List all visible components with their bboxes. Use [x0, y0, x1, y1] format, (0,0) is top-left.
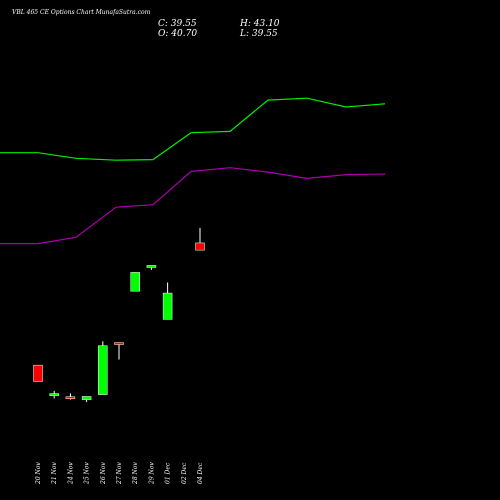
- candle-04-dec: [195, 227, 205, 251]
- candle-body: [162, 292, 173, 320]
- candle-body: [114, 342, 124, 345]
- candle-body: [146, 265, 157, 268]
- low-label: L:: [240, 29, 250, 39]
- open-value: 40.70: [171, 29, 198, 39]
- candle-21-nov: [49, 390, 59, 399]
- candle-26-nov: [98, 341, 108, 395]
- candle-body: [33, 364, 43, 382]
- low-value: 39.55: [251, 29, 278, 39]
- candle-28-nov: [130, 272, 140, 292]
- candle-29-nov: [146, 265, 157, 270]
- close-value: 39.55: [170, 19, 197, 29]
- x-tick-label: 29 Nov: [148, 462, 155, 485]
- open-label: O:: [158, 29, 169, 39]
- candle-body: [81, 396, 92, 400]
- x-tick-label: 28 Nov: [132, 462, 139, 485]
- candle-20-nov: [33, 364, 43, 382]
- low-readout: L: 39.55: [240, 29, 278, 39]
- x-tick-label: 20 Nov: [35, 462, 42, 485]
- x-tick-label: 04 Dec: [197, 462, 204, 484]
- indicator-lines: [0, 97, 386, 245]
- x-tick-label: 24 Nov: [67, 462, 74, 485]
- x-tick-label: 25 Nov: [84, 462, 91, 485]
- x-tick-label: 21 Nov: [51, 462, 58, 485]
- candle-body: [195, 242, 205, 251]
- chart-title: VBL 465 CE Options Chart MunafaSutra.com: [12, 9, 151, 16]
- purple-indicator-line: [0, 167, 386, 245]
- candle-27-nov: [114, 342, 124, 360]
- candle-body: [49, 393, 59, 396]
- x-tick-label: 27 Nov: [116, 462, 123, 485]
- candle-body: [98, 345, 108, 395]
- close-label: C:: [158, 19, 168, 29]
- candles: [33, 227, 205, 403]
- green-indicator-line: [0, 97, 386, 161]
- high-readout: H: 43.10: [240, 19, 280, 29]
- x-tick-label: 02 Dec: [181, 462, 188, 484]
- candle-25-nov: [81, 396, 92, 403]
- candle-body: [65, 396, 76, 399]
- x-tick-label: 26 Nov: [100, 462, 107, 485]
- candle-body: [130, 272, 140, 292]
- close-readout: C: 39.55: [158, 19, 197, 29]
- high-value: 43.10: [253, 19, 280, 29]
- x-tick-label: 01 Dec: [165, 462, 172, 484]
- candle-01-dec: [162, 282, 173, 320]
- high-label: H:: [240, 19, 251, 29]
- open-readout: O: 40.70: [158, 29, 197, 39]
- x-axis: 20 Nov 21 Nov 24 Nov 25 Nov 26 Nov 27 Nov 28 N…: [35, 462, 204, 485]
- candle-24-nov: [65, 393, 76, 400]
